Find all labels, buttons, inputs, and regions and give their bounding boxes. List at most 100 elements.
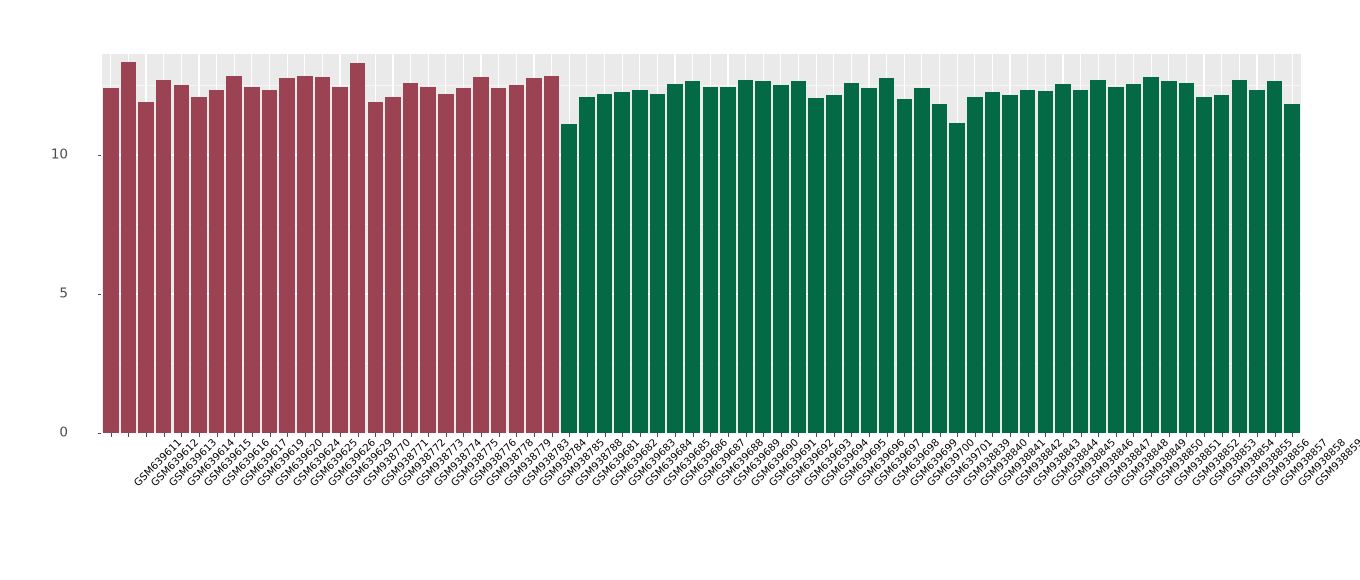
- bar: [314, 77, 331, 433]
- x-axis-tick-mark: [163, 433, 165, 437]
- x-axis-tick-mark: [763, 433, 765, 437]
- bar: [843, 82, 860, 433]
- y-axis-tick-label: 10: [50, 146, 68, 163]
- x-axis-tick-mark: [1010, 433, 1012, 437]
- x-axis-tick-marks: [102, 433, 1301, 437]
- x-axis-tick-mark: [375, 433, 377, 437]
- x-axis-tick-mark: [234, 433, 236, 437]
- x-axis-tick-mark: [1256, 433, 1258, 437]
- x-axis-tick-mark: [551, 433, 553, 437]
- x-axis-tick-mark: [622, 433, 624, 437]
- bar: [1108, 86, 1124, 433]
- x-axis-tick-mark: [974, 433, 976, 437]
- x-axis-tick-mark: [304, 433, 306, 437]
- bar: [1055, 84, 1071, 433]
- x-axis-tick-mark: [340, 433, 342, 437]
- x-axis-tick-mark: [1204, 433, 1206, 437]
- bar: [632, 89, 648, 433]
- x-axis-tick-mark: [1027, 433, 1029, 437]
- x-axis-tick-mark: [463, 433, 465, 437]
- x-axis-tick-mark: [392, 433, 394, 437]
- x-axis-tick-mark: [110, 433, 112, 437]
- bar: [1213, 95, 1230, 433]
- bar: [737, 79, 754, 433]
- bar: [332, 86, 348, 433]
- x-axis-tick-mark: [216, 433, 218, 437]
- x-axis-tick-mark: [921, 433, 923, 437]
- x-axis-tick-mark: [1133, 433, 1135, 437]
- bar: [1284, 103, 1300, 433]
- bar: [1019, 89, 1036, 433]
- x-axis-tick-mark: [745, 433, 747, 437]
- bar: [543, 75, 560, 433]
- bar: [861, 88, 877, 433]
- bar: [773, 85, 789, 433]
- bar: [349, 63, 366, 433]
- bar: [1125, 84, 1142, 433]
- bar: [261, 89, 278, 433]
- bar: [755, 81, 771, 433]
- bar: [208, 89, 225, 433]
- bar: [1178, 82, 1195, 433]
- x-axis-tick-mark: [833, 433, 835, 437]
- x-axis-tick-mark: [1292, 433, 1294, 437]
- bar: [1037, 90, 1054, 433]
- x-axis-tick-mark: [939, 433, 941, 437]
- x-axis-tick-mark: [481, 433, 483, 437]
- x-axis-tick-mark: [357, 433, 359, 437]
- bar: [526, 78, 542, 433]
- bar: [1231, 79, 1248, 433]
- y-axis-tick-mark: [98, 154, 101, 156]
- x-axis-tick-mark: [146, 433, 148, 437]
- x-axis-tick-mark: [322, 433, 324, 437]
- x-axis-tick-mark: [1274, 433, 1276, 437]
- x-axis-tick-mark: [198, 433, 200, 437]
- bar: [949, 122, 965, 433]
- bar: [914, 88, 930, 433]
- bar: [297, 75, 313, 433]
- bar: [473, 77, 489, 433]
- bar: [402, 82, 419, 433]
- x-axis-tick-mark: [869, 433, 870, 437]
- plot-panel: [102, 54, 1301, 433]
- x-axis-tick-mark: [498, 433, 500, 437]
- x-axis-tick-mark: [692, 433, 694, 437]
- x-axis-tick-mark: [1186, 433, 1188, 437]
- bar: [825, 95, 842, 433]
- bar: [1196, 96, 1212, 433]
- bar: [226, 75, 242, 433]
- bar: [1090, 79, 1106, 433]
- x-axis-tick-mark: [1239, 433, 1241, 437]
- bar: [561, 124, 577, 433]
- bar: [438, 93, 454, 433]
- x-axis-labels: GSM639611 GSM639612 GSM639613 GSM639614 GSM6…: [102, 437, 1360, 558]
- x-axis-tick-mark: [128, 433, 130, 437]
- x-axis-tick-mark: [639, 433, 641, 437]
- x-axis-tick-mark: [1062, 433, 1064, 437]
- bar: [367, 102, 384, 433]
- bar: [490, 88, 507, 433]
- x-axis-tick-mark: [1115, 433, 1117, 437]
- x-axis-tick-mark: [410, 433, 412, 437]
- bar: [455, 88, 472, 433]
- bar: [155, 79, 172, 433]
- bar: [808, 97, 824, 433]
- bar: [931, 103, 948, 433]
- bar: [667, 84, 683, 433]
- gridline-minor-y: [102, 224, 1301, 225]
- y-axis-tick-label: 5: [59, 285, 68, 302]
- x-axis-tick-mark: [904, 433, 906, 437]
- bar: [1072, 89, 1089, 433]
- gridline-major-y: [102, 432, 1301, 433]
- y-axis-tick-mark: [98, 293, 101, 295]
- gridline-minor-y: [102, 84, 1301, 86]
- x-axis-tick-mark: [886, 433, 888, 437]
- x-axis-tick-mark: [569, 433, 571, 437]
- bar: [896, 99, 913, 433]
- bar: [138, 102, 154, 433]
- bar: [878, 78, 895, 433]
- x-axis-tick-mark: [957, 433, 959, 437]
- x-axis-tick-mark: [992, 433, 994, 437]
- x-axis-tick-mark: [269, 433, 271, 437]
- bar: [191, 96, 207, 433]
